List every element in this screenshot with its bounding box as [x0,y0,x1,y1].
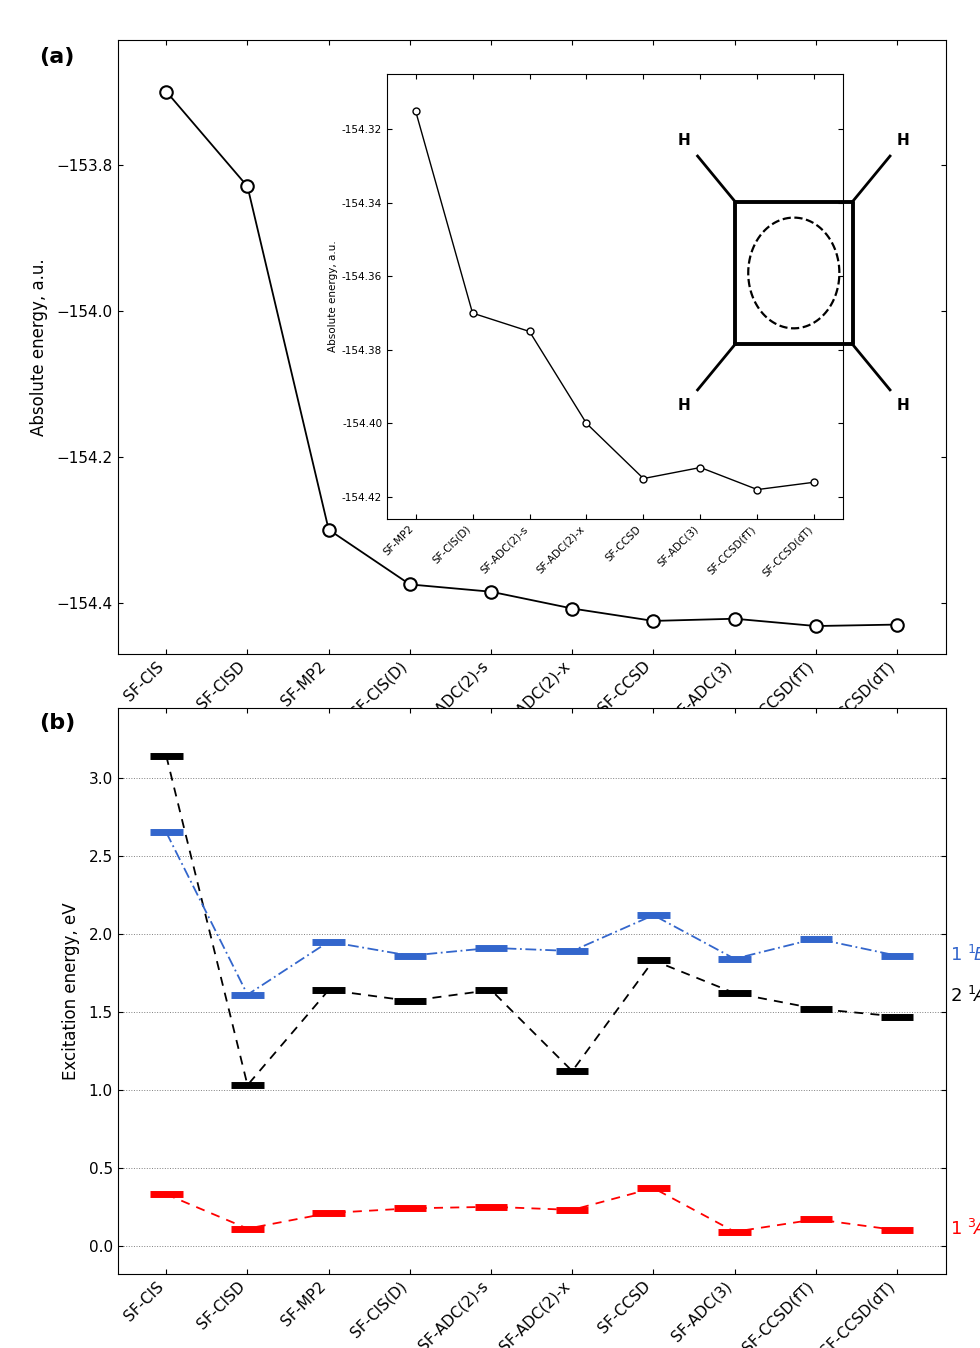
Y-axis label: Absolute energy, a.u.: Absolute energy, a.u. [30,259,48,435]
Text: $2\ ^1\!A_{1g}$: $2\ ^1\!A_{1g}$ [950,984,980,1010]
Text: $1\ ^1\!B_{2g}$: $1\ ^1\!B_{2g}$ [950,942,980,969]
Text: H: H [678,132,691,148]
Text: $1\ ^3\!A_{2g}$: $1\ ^3\!A_{2g}$ [950,1217,980,1243]
Text: H: H [678,398,691,414]
Text: (a): (a) [39,47,74,66]
Y-axis label: Absolute energy, a.u.: Absolute energy, a.u. [328,241,338,352]
Text: H: H [897,132,909,148]
Y-axis label: Excitation energy, eV: Excitation energy, eV [62,902,80,1080]
Text: (b): (b) [39,713,75,733]
Text: H: H [897,398,909,414]
